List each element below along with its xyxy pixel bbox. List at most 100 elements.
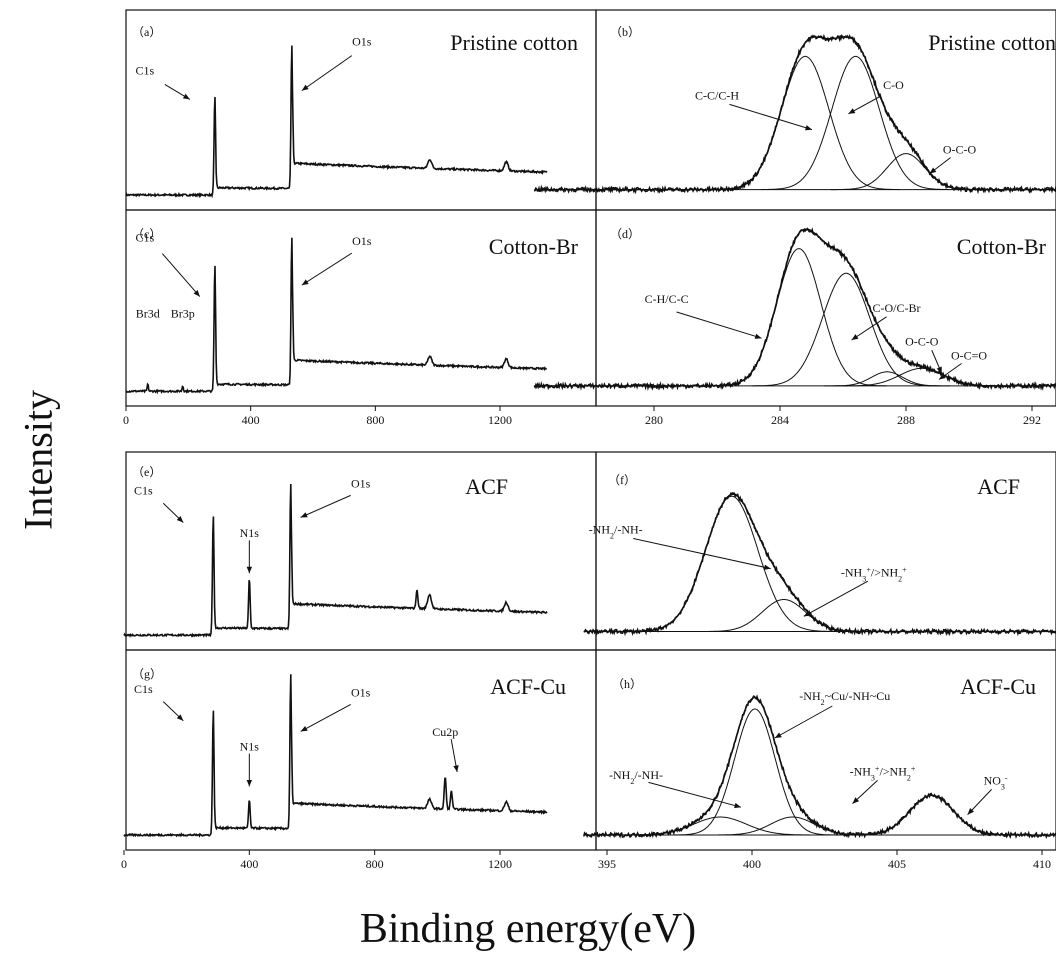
spectrum-line-h <box>583 694 1056 839</box>
xtick-label-d-3: 292 <box>1023 413 1041 427</box>
annotation-g-3: Cu2p <box>432 725 458 739</box>
xtick-label-c-0: 0 <box>123 413 129 427</box>
arrow-h-1 <box>648 781 742 808</box>
xtick-label-c-3: 1200 <box>488 413 512 427</box>
arrowhead-h-0 <box>774 732 782 738</box>
xtick-label-h-0: 395 <box>598 857 616 871</box>
panel-c: C1s O1s Br3d Br3p （c） Cotton-Br 0 400 800 1200 <box>123 209 597 427</box>
annotation-b-1: C-O <box>883 78 904 92</box>
arrow-d-1 <box>851 316 887 341</box>
panel-frame-h <box>595 649 1056 851</box>
annotation-f-1: -NH3+/>NH2+ <box>841 565 907 583</box>
arrow-g-2 <box>300 703 351 732</box>
arrow-e-2 <box>300 494 351 518</box>
arrowhead-c-0 <box>193 289 200 297</box>
annotation-g-1: N1s <box>240 739 260 753</box>
arrowhead-h-2 <box>852 797 860 804</box>
panel-g: C1s N1s O1s Cu2p （g） ACF-Cu 0 400 800 1200 <box>121 649 597 871</box>
fit-envelope-b <box>534 36 1056 191</box>
arrowhead-b-1 <box>848 108 856 114</box>
panel-title-a: Pristine cotton <box>450 30 578 55</box>
panel-label-c: （c） <box>132 227 161 241</box>
annotation-h-2: -NH3+/>NH2+ <box>850 764 916 782</box>
arrowhead-f-0 <box>763 564 771 570</box>
spectrum-line-f <box>583 491 1056 637</box>
arrow-a-1 <box>301 55 353 92</box>
fit-envelope-h <box>583 696 1056 836</box>
panel-title-c: Cotton-Br <box>489 234 579 259</box>
arrowhead-g-0 <box>176 714 184 721</box>
spectrum-line-g <box>123 674 548 838</box>
arrowhead-h-1 <box>734 802 741 809</box>
panel-title-g: ACF-Cu <box>490 674 566 699</box>
annotation-g-0: C1s <box>134 682 153 696</box>
xtick-label-d-1: 284 <box>771 413 789 427</box>
annotation-h-3: NO3- <box>984 773 1008 791</box>
arrowhead-d-3 <box>939 373 946 380</box>
component-h-0 <box>673 708 837 836</box>
arrowhead-e-1 <box>246 566 253 574</box>
xtick-label-g-1: 400 <box>240 857 258 871</box>
panel-label-h: （h） <box>612 677 642 691</box>
xtick-label-h-2: 405 <box>888 857 906 871</box>
annotation-d-2: O-C-O <box>905 334 939 348</box>
panel-title-h: ACF-Cu <box>960 674 1036 699</box>
arrow-f-1 <box>803 580 869 617</box>
annotation-e-2: O1s <box>351 476 371 490</box>
arrowhead-g-2 <box>300 725 308 732</box>
panel-label-d: （d） <box>610 227 640 241</box>
panel-f: -NH2/-NH- -NH3+/>NH2+ （f） ACF <box>583 451 1056 651</box>
xtick-label-c-1: 400 <box>242 413 260 427</box>
xtick-label-h-3: 410 <box>1033 857 1051 871</box>
panel-b: C-C/C-H C-O O-C-O （b） Pristine cotton <box>533 9 1056 211</box>
arrowhead-a-1 <box>301 84 309 91</box>
xtick-label-g-2: 800 <box>366 857 384 871</box>
arrowhead-g-3 <box>453 765 459 772</box>
annotation-h-1: -NH2/-NH- <box>609 768 663 786</box>
fit-envelope-f <box>583 493 1056 633</box>
component-f-1 <box>696 599 871 632</box>
panel-title-b: Pristine cotton <box>928 30 1056 55</box>
arrow-c-1 <box>301 252 353 286</box>
annotation-d-3: O-C=O <box>951 349 987 363</box>
annotation-c-1: O1s <box>352 234 372 248</box>
component-d-0 <box>710 248 888 387</box>
panel-frame-d <box>595 209 1056 407</box>
panel-e: C1s N1s O1s （e） ACF <box>123 451 597 651</box>
fit-envelope-d <box>534 228 1056 387</box>
arrow-d-0 <box>676 311 762 339</box>
panel-title-d: Cotton-Br <box>957 234 1047 259</box>
arrowhead-d-1 <box>851 334 859 340</box>
xtick-label-c-2: 800 <box>366 413 384 427</box>
annotation-d-1: C-O/C-Br <box>873 301 921 315</box>
panel-label-e: （e） <box>132 465 161 479</box>
annotation-b-0: C-C/C-H <box>695 89 739 103</box>
component-h-1 <box>615 816 825 836</box>
xtick-label-g-3: 1200 <box>488 857 512 871</box>
component-h-2 <box>705 816 880 836</box>
annotation-h-0: -NH2~Cu/-NH~Cu <box>799 689 890 707</box>
xtick-label-g-0: 0 <box>121 857 127 871</box>
arrowhead-f-1 <box>803 610 811 617</box>
annotation-b-2: O-C-O <box>943 143 977 157</box>
component-d-1 <box>751 272 941 387</box>
panel-a: C1s O1s （a） Pristine cotton <box>125 9 597 211</box>
panel-label-g: （g） <box>132 667 162 681</box>
spectrum-line-c <box>125 237 548 395</box>
panel-title-f: ACF <box>977 474 1020 499</box>
xtick-label-h-1: 400 <box>743 857 761 871</box>
arrow-c-0 <box>161 253 201 297</box>
y-axis-label: Intensity <box>15 390 61 530</box>
x-axis-label: Binding energy(eV) <box>359 906 697 952</box>
annotation-e-1: N1s <box>240 526 260 540</box>
panel-label-f: （f） <box>608 473 636 487</box>
panel-label-a: （a） <box>132 25 161 39</box>
arrow-f-0 <box>633 537 771 570</box>
arrowhead-b-2 <box>929 167 937 174</box>
arrowhead-e-0 <box>176 516 184 523</box>
xtick-label-d-0: 280 <box>645 413 663 427</box>
spectrum-line-b <box>533 33 1056 195</box>
annotation-a-1: O1s <box>352 35 372 49</box>
annotation-a-0: C1s <box>135 63 154 77</box>
